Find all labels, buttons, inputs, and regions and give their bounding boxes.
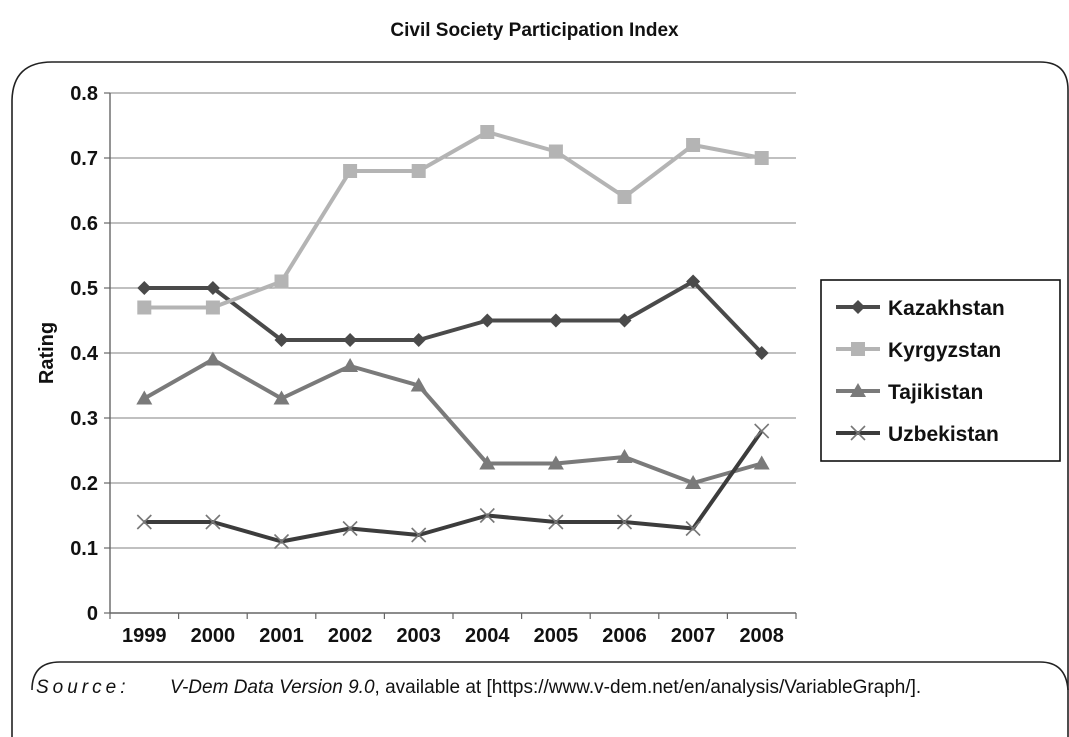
data-point-uzbekistan	[342, 520, 358, 537]
y-tick-label: 0.5	[70, 278, 98, 300]
data-point-tajikistan	[616, 449, 633, 463]
data-point-tajikistan	[479, 455, 496, 470]
series-line-kazakhstan	[144, 279, 764, 355]
marker-stroke	[273, 533, 290, 550]
data-point-tajikistan	[685, 475, 702, 489]
legend-label: Uzbekistan	[888, 423, 999, 446]
marker-stroke	[479, 507, 495, 524]
data-point-kazakhstan	[686, 274, 701, 289]
y-axis-label: Rating	[36, 322, 58, 384]
data-point-uzbekistan	[411, 527, 427, 543]
x-tick-label: 2006	[602, 625, 647, 647]
x-tick-label: 2004	[465, 625, 510, 647]
data-point-uzbekistan	[205, 514, 221, 530]
data-point-uzbekistan	[754, 423, 770, 439]
data-point-kazakhstan	[617, 313, 632, 328]
marker-stroke	[342, 520, 358, 537]
data-point-kyrgyzstan	[480, 125, 495, 139]
data-point-tajikistan	[273, 390, 290, 405]
data-point-kyrgyzstan	[754, 151, 769, 165]
legend-label: Tajikistan	[888, 381, 983, 404]
marker-stroke	[205, 514, 221, 530]
legend-label: Kazakhstan	[888, 297, 1005, 320]
source-note: Source: V-Dem Data Version 9.0, availabl…	[36, 676, 921, 700]
marker-stroke	[616, 514, 633, 530]
x-tick-label: 2000	[191, 625, 236, 647]
legend-swatch-marker	[851, 342, 865, 356]
data-point-tajikistan	[136, 390, 153, 405]
data-point-kyrgyzstan	[343, 164, 358, 178]
data-point-uzbekistan	[273, 533, 290, 550]
data-point-kyrgyzstan	[205, 300, 220, 315]
x-tick-label: 2002	[328, 625, 373, 647]
data-point-kyrgyzstan	[617, 190, 632, 204]
data-point-kyrgyzstan	[274, 274, 289, 289]
marker-stroke	[754, 423, 770, 439]
marker-stroke	[850, 425, 866, 441]
legend-swatch-marker	[850, 425, 866, 441]
source-frame	[31, 661, 1069, 691]
y-tick-label: 0.1	[70, 538, 98, 560]
y-tick-label: 0.8	[70, 83, 98, 105]
data-point-kazakhstan	[548, 313, 563, 328]
source-text: , available at [https://www.v-dem.net/en…	[374, 677, 922, 698]
data-point-uzbekistan	[685, 520, 701, 537]
data-point-kazakhstan	[274, 333, 289, 347]
y-tick-label: 0.2	[70, 473, 98, 495]
series-line-kyrgyzstan	[144, 130, 763, 310]
y-tick-label: 0	[87, 603, 98, 625]
data-point-uzbekistan	[548, 514, 564, 530]
x-tick-label: 2001	[259, 625, 304, 647]
data-point-tajikistan	[410, 377, 427, 392]
data-point-kazakhstan	[343, 333, 358, 347]
x-tick-label: 2007	[671, 625, 716, 647]
marker-stroke	[685, 520, 701, 537]
data-point-uzbekistan	[616, 514, 633, 530]
data-point-kyrgyzstan	[548, 144, 563, 159]
legend-label: Kyrgyzstan	[888, 339, 1001, 362]
x-tick-label: 2003	[396, 625, 441, 647]
x-tick-label: 2008	[739, 625, 784, 647]
data-point-uzbekistan	[479, 507, 495, 524]
marker-stroke	[548, 514, 564, 530]
data-point-kyrgyzstan	[137, 300, 152, 315]
data-point-kazakhstan	[480, 313, 495, 328]
series-line-tajikistan	[143, 357, 763, 485]
data-point-tajikistan	[753, 455, 770, 470]
x-tick-label: 2005	[534, 625, 579, 647]
y-tick-label: 0.7	[70, 148, 98, 170]
data-point-kyrgyzstan	[411, 164, 426, 178]
data-point-kyrgyzstan	[686, 138, 701, 152]
data-point-uzbekistan	[136, 514, 152, 530]
data-point-kazakhstan	[205, 281, 220, 295]
chart-title: Civil Society Participation Index	[390, 20, 679, 41]
legend-swatch-marker	[850, 383, 866, 397]
y-tick-label: 0.4	[70, 343, 99, 365]
marker-stroke	[136, 514, 152, 530]
figure-frame	[11, 61, 1069, 737]
marker-stroke	[411, 527, 427, 543]
data-point-kazakhstan	[411, 333, 426, 347]
x-tick-label: 1999	[122, 625, 167, 647]
data-point-tajikistan	[342, 358, 359, 372]
y-tick-label: 0.6	[70, 213, 98, 235]
data-point-kazakhstan	[137, 281, 152, 295]
source-dataset: V-Dem Data Version 9.0	[170, 677, 375, 698]
y-tick-label: 0.3	[70, 408, 98, 430]
data-point-tajikistan	[204, 351, 221, 366]
data-point-kazakhstan	[754, 346, 769, 360]
series-line-uzbekistan	[144, 429, 764, 544]
source-label: Source:	[36, 677, 130, 698]
data-point-tajikistan	[547, 455, 564, 470]
legend-swatch-marker	[851, 300, 865, 314]
